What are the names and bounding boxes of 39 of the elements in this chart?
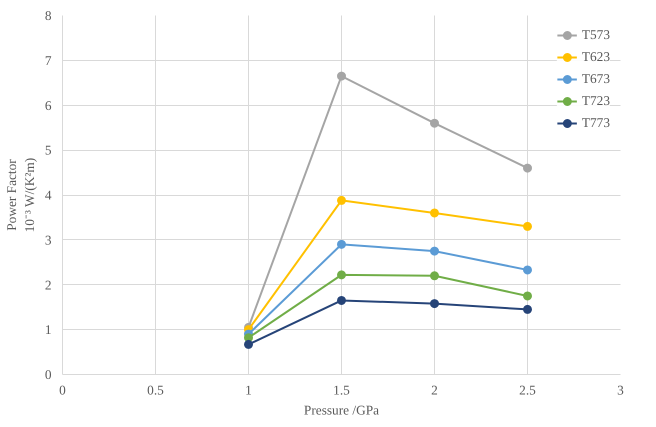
x-tick-label: 0.5 — [147, 382, 164, 398]
legend-label: T573 — [582, 27, 610, 43]
point — [430, 299, 439, 308]
x-tick-label: 3 — [617, 382, 624, 398]
point — [523, 222, 532, 231]
x-tick-label: 1 — [245, 382, 252, 398]
point — [337, 270, 346, 280]
y-tick-label: 6 — [44, 98, 52, 113]
x-tick-label: 1.5 — [333, 382, 350, 398]
x-axis-title: Pressure /GPa — [304, 402, 380, 418]
x-tick-label: 2.5 — [519, 382, 536, 398]
y-tick-label: 4 — [44, 188, 52, 202]
point — [430, 271, 439, 280]
x-tick-label: 0 — [59, 382, 66, 398]
point — [337, 240, 346, 249]
y-tick-label: 3 — [44, 232, 52, 248]
y-axis-title: Power Factor 10⁻³ W/(K²m) — [4, 158, 37, 232]
point — [523, 164, 532, 173]
point — [523, 265, 532, 274]
point — [337, 72, 346, 81]
y-tick-label: 2 — [44, 277, 52, 292]
legend-label: T623 — [582, 49, 610, 65]
point — [430, 208, 439, 218]
legend-label: T773 — [582, 115, 610, 131]
legend-label: T723 — [582, 93, 610, 109]
y-tick-label: 1 — [44, 322, 52, 338]
y-tick-label: 0 — [44, 367, 52, 382]
y-tick-label: 7 — [44, 52, 52, 68]
y-tick-label: 5 — [44, 142, 52, 158]
point — [244, 340, 253, 349]
x-tick-label: 2 — [431, 382, 438, 398]
y-tick-label: 8 — [44, 8, 52, 23]
point — [337, 196, 346, 205]
point — [523, 291, 532, 300]
point — [337, 296, 346, 305]
point — [430, 246, 439, 256]
point — [523, 304, 532, 314]
legend-label: T673 — [582, 71, 610, 87]
point — [430, 118, 439, 128]
